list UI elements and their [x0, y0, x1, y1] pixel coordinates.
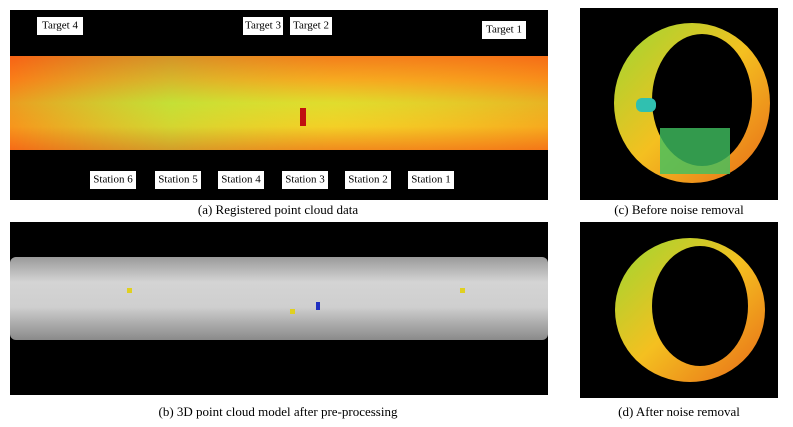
target-label: Target 3 — [245, 20, 281, 32]
target-label: Target 4 — [42, 20, 78, 32]
figure: Target 4 Target 3 Target 2 Target 1 Stat… — [0, 0, 793, 427]
caption: (a) Registered point cloud data — [198, 202, 359, 217]
tunnel-cloud-overlay — [10, 56, 548, 150]
noise-cluster — [660, 128, 730, 174]
scanner-marker — [316, 302, 320, 310]
target-marker — [127, 288, 132, 293]
station-label: Station 3 — [285, 174, 325, 186]
station-label: Station 6 — [93, 174, 133, 186]
station-label: Station 2 — [348, 174, 387, 186]
caption: (b) 3D point cloud model after pre-proce… — [159, 404, 398, 419]
target-marker — [290, 309, 295, 314]
caption: (c) Before noise removal — [614, 202, 744, 217]
target-marker — [460, 288, 465, 293]
target-label: Target 2 — [293, 20, 329, 32]
noise-cluster — [636, 98, 656, 112]
station-label: Station 4 — [221, 174, 261, 186]
ring-interior — [652, 246, 748, 366]
target-label: Target 1 — [486, 24, 522, 36]
station-label: Station 1 — [411, 174, 450, 186]
tunnel-model — [10, 257, 548, 340]
caption: (d) After noise removal — [618, 404, 740, 419]
station-label: Station 5 — [158, 174, 198, 186]
scanner-marker — [300, 108, 306, 126]
